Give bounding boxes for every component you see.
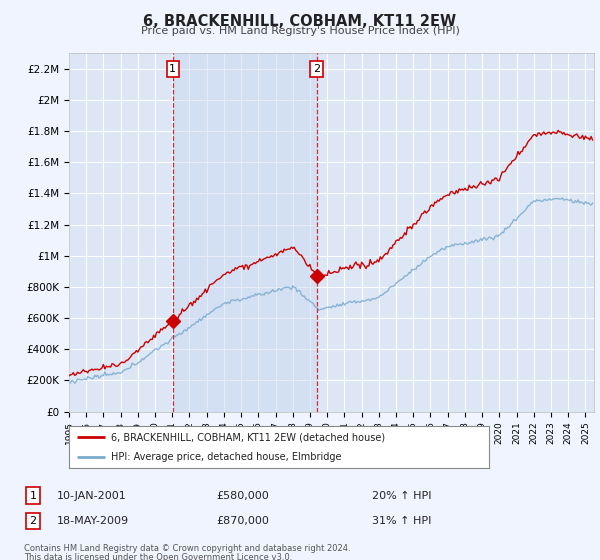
Text: 6, BRACKENHILL, COBHAM, KT11 2EW: 6, BRACKENHILL, COBHAM, KT11 2EW [143, 14, 457, 29]
Text: Price paid vs. HM Land Registry's House Price Index (HPI): Price paid vs. HM Land Registry's House … [140, 26, 460, 36]
Text: 2: 2 [29, 516, 37, 526]
Text: HPI: Average price, detached house, Elmbridge: HPI: Average price, detached house, Elmb… [111, 452, 341, 462]
Text: 1: 1 [29, 491, 37, 501]
Text: 18-MAY-2009: 18-MAY-2009 [57, 516, 129, 526]
Text: This data is licensed under the Open Government Licence v3.0.: This data is licensed under the Open Gov… [24, 553, 292, 560]
Text: 6, BRACKENHILL, COBHAM, KT11 2EW (detached house): 6, BRACKENHILL, COBHAM, KT11 2EW (detach… [111, 432, 385, 442]
Text: 31% ↑ HPI: 31% ↑ HPI [372, 516, 431, 526]
Text: 20% ↑ HPI: 20% ↑ HPI [372, 491, 431, 501]
Text: £580,000: £580,000 [216, 491, 269, 501]
Text: £870,000: £870,000 [216, 516, 269, 526]
Text: 2: 2 [313, 64, 320, 74]
Text: Contains HM Land Registry data © Crown copyright and database right 2024.: Contains HM Land Registry data © Crown c… [24, 544, 350, 553]
Bar [173, 53, 317, 412]
Text: 10-JAN-2001: 10-JAN-2001 [57, 491, 127, 501]
Text: 1: 1 [169, 64, 176, 74]
